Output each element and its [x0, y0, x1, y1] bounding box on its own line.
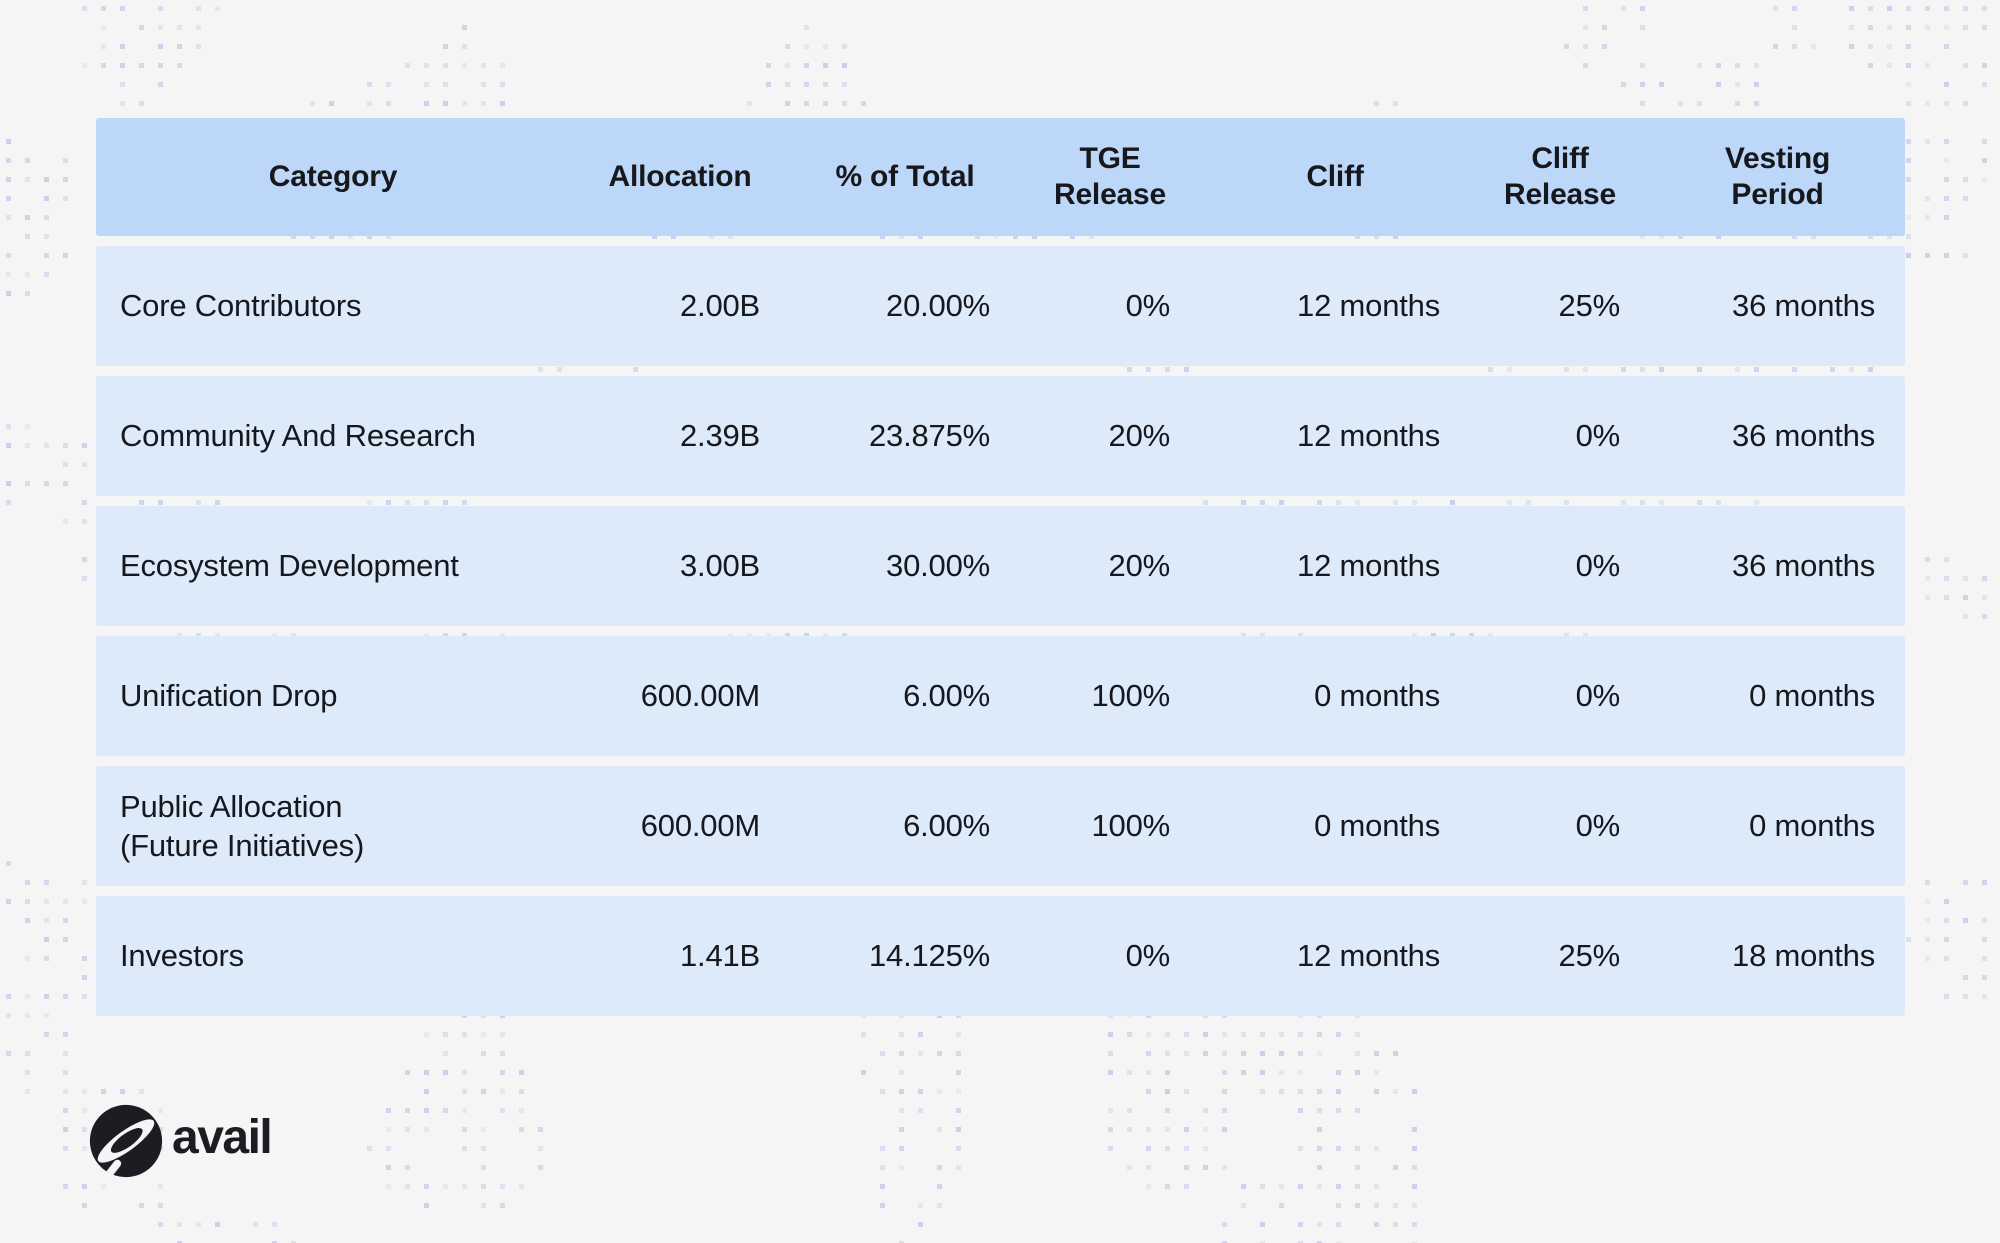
category-header: Category: [268, 160, 398, 193]
table-row: Ecosystem Development 3.00B 30.00% 20% 1…: [96, 506, 1905, 626]
allocation-cell: 2.39B: [679, 418, 760, 454]
cliff-cell: 12 months: [1297, 288, 1440, 324]
pct-of-total-cell: 23.875%: [869, 418, 990, 454]
allocation-cell: 2.00B: [679, 288, 760, 324]
tge-release-cell: 100%: [1091, 678, 1171, 714]
avail-logo-text: avail: [172, 1111, 273, 1164]
table-row: Core Contributors 2.00B 20.00% 0% 12 mon…: [96, 246, 1905, 366]
allocation-cell: 600.00M: [640, 808, 760, 844]
allocation-cell: 1.41B: [679, 938, 760, 974]
cliff-cell: 12 months: [1297, 548, 1440, 584]
table-header-row: Category Allocation % of Total TGE Relea…: [96, 118, 1905, 236]
allocation-header: Allocation: [608, 160, 752, 193]
vesting-period-header: Vesting Period: [1724, 142, 1831, 211]
pct-of-total-cell: 6.00%: [903, 678, 990, 714]
cliff-cell: 12 months: [1297, 938, 1440, 974]
cliff-release-cell: 0%: [1575, 678, 1621, 714]
pct-of-total-cell: 14.125%: [869, 938, 990, 974]
cliff-release-header: Cliff Release: [1503, 142, 1617, 211]
category-cell: Unification Drop: [120, 678, 338, 714]
tge-release-header: TGE Release: [1053, 142, 1167, 211]
vesting-period-cell: 18 months: [1732, 938, 1875, 974]
cliff-release-cell: 0%: [1575, 418, 1621, 454]
table-row: Community And Research 2.39B 23.875% 20%…: [96, 376, 1905, 496]
cliff-release-cell: 0%: [1575, 808, 1621, 844]
category-cell: Investors: [120, 938, 244, 974]
pct-of-total-cell: 6.00%: [903, 808, 990, 844]
allocation-table: Category Allocation % of Total TGE Relea…: [96, 118, 1905, 1016]
category-cell: Core Contributors: [120, 288, 362, 324]
cliff-cell: 12 months: [1297, 418, 1440, 454]
avail-logo-icon: [89, 1104, 163, 1180]
category-cell: Community And Research: [120, 418, 476, 454]
cliff-release-cell: 0%: [1575, 548, 1621, 584]
cliff-release-cell: 25%: [1558, 288, 1621, 324]
tge-release-cell: 20%: [1108, 418, 1171, 454]
pct-of-total-header: % of Total: [835, 160, 975, 193]
vesting-period-cell: 0 months: [1749, 808, 1875, 844]
allocation-cell: 3.00B: [679, 548, 760, 584]
cliff-release-cell: 25%: [1558, 938, 1621, 974]
vesting-period-cell: 36 months: [1732, 548, 1875, 584]
vesting-period-cell: 36 months: [1732, 418, 1875, 454]
table-row: Public Allocation (Future Initiatives) 6…: [96, 766, 1905, 886]
vesting-period-cell: 36 months: [1732, 288, 1875, 324]
tge-release-cell: 20%: [1108, 548, 1171, 584]
cliff-header: Cliff: [1306, 160, 1364, 193]
category-cell: Public Allocation (Future Initiatives): [120, 788, 365, 863]
tge-release-cell: 100%: [1091, 808, 1171, 844]
table-row: Investors 1.41B 14.125% 0% 12 months 25%…: [96, 896, 1905, 1016]
cliff-cell: 0 months: [1314, 678, 1440, 714]
category-cell: Ecosystem Development: [120, 548, 459, 584]
tge-release-cell: 0%: [1125, 288, 1171, 324]
allocation-cell: 600.00M: [640, 678, 760, 714]
vesting-period-cell: 0 months: [1749, 678, 1875, 714]
cliff-cell: 0 months: [1314, 808, 1440, 844]
pct-of-total-cell: 30.00%: [886, 548, 990, 584]
tge-release-cell: 0%: [1125, 938, 1171, 974]
pct-of-total-cell: 20.00%: [886, 288, 990, 324]
avail-logo: avail: [88, 1100, 273, 1182]
table-row: Unification Drop 600.00M 6.00% 100% 0 mo…: [96, 636, 1905, 756]
